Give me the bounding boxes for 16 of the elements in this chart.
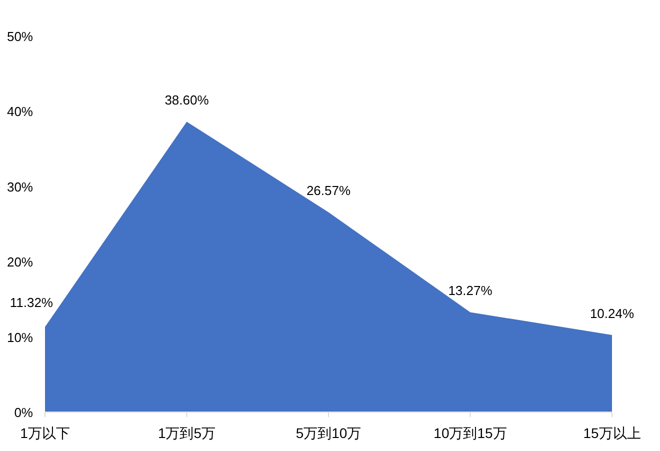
x-tick-label: 1万以下 (20, 425, 70, 441)
data-label: 38.60% (164, 92, 210, 108)
x-tick-label: 5万到10万 (296, 425, 362, 441)
y-tick-label: 50% (6, 29, 34, 44)
x-tick-label: 10万到15万 (434, 425, 507, 441)
x-tick-label: 15万以上 (583, 425, 641, 441)
y-tick-label: 20% (6, 254, 34, 270)
y-tick-label: 10% (6, 330, 34, 345)
data-label: 11.32% (10, 294, 54, 310)
data-label: 10.24% (590, 306, 634, 321)
y-tick-label: 40% (6, 104, 34, 120)
x-tick-label: 1万到5万 (158, 425, 216, 441)
y-tick-label: 0% (14, 405, 34, 420)
data-label: 13.27% (448, 283, 493, 298)
y-tick-label: 30% (6, 179, 34, 194)
data-label: 26.57% (306, 183, 351, 198)
